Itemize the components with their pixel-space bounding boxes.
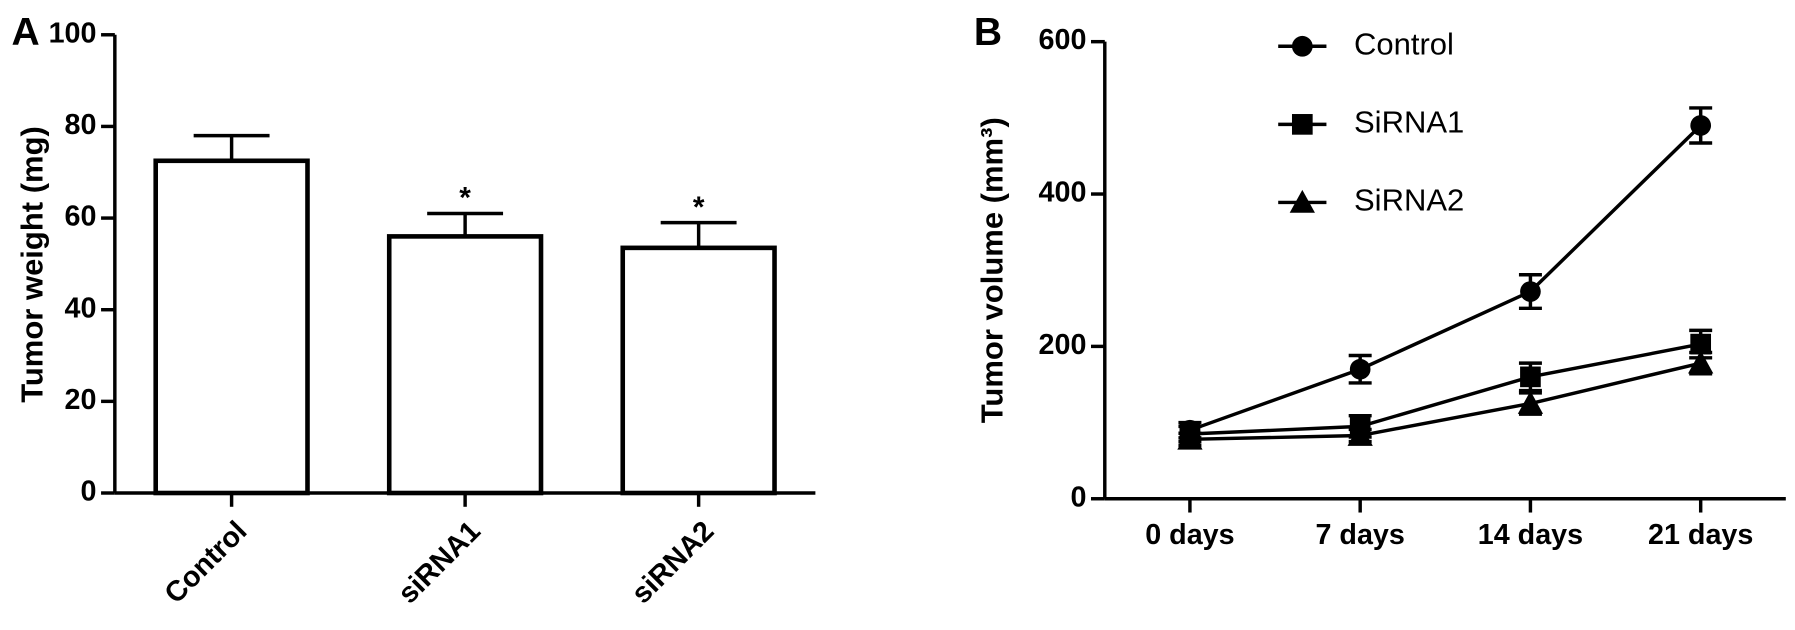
marker bbox=[1347, 422, 1373, 446]
marker bbox=[1690, 115, 1712, 136]
y-tick-label: 0 bbox=[1070, 481, 1086, 513]
marker bbox=[1177, 426, 1203, 450]
y-tick-label: 400 bbox=[1039, 177, 1087, 209]
y-tick-label: 60 bbox=[65, 201, 97, 233]
y-tick-label: 100 bbox=[49, 17, 97, 49]
annotation: * bbox=[693, 191, 705, 224]
marker bbox=[1690, 333, 1712, 355]
bar bbox=[620, 245, 777, 496]
marker bbox=[1520, 366, 1541, 388]
panel-label: B bbox=[974, 11, 1002, 54]
marker bbox=[1291, 114, 1313, 135]
x-tick-label: 7 days bbox=[1315, 519, 1404, 551]
marker bbox=[1688, 350, 1714, 374]
x-tick-label: Control bbox=[159, 515, 254, 610]
bar bbox=[153, 158, 310, 496]
y-tick-label: 20 bbox=[65, 384, 97, 416]
y-tick-label: 80 bbox=[65, 109, 97, 141]
legend-label: Control bbox=[1354, 26, 1454, 61]
series-line bbox=[1189, 124, 1702, 432]
error-bar bbox=[660, 220, 737, 248]
y-tick-label: 0 bbox=[80, 476, 96, 508]
x-tick-label: 0 days bbox=[1145, 519, 1234, 551]
marker bbox=[1520, 281, 1541, 302]
series-line bbox=[1189, 361, 1702, 442]
marker bbox=[1291, 35, 1313, 57]
marker bbox=[1349, 358, 1371, 380]
error-bar bbox=[193, 133, 270, 161]
panel-label: A bbox=[11, 11, 39, 54]
y-tick-label: 40 bbox=[65, 292, 97, 324]
y-axis-label: Tumor weight (mg) bbox=[15, 126, 50, 403]
annotation: * bbox=[459, 182, 471, 215]
y-tick-label: 200 bbox=[1039, 329, 1087, 361]
x-tick-label: 21 days bbox=[1648, 519, 1753, 551]
y-axis-label: Tumor volume (mm³) bbox=[975, 117, 1010, 423]
marker bbox=[1289, 189, 1315, 213]
legend-label: SiRNA2 bbox=[1354, 183, 1464, 218]
marker bbox=[1517, 390, 1544, 414]
legend-label: SiRNA1 bbox=[1354, 105, 1464, 140]
series-line bbox=[1189, 342, 1702, 436]
error-bar bbox=[427, 211, 504, 237]
x-tick-label: siRNA1 bbox=[392, 515, 487, 610]
y-tick-label: 600 bbox=[1039, 24, 1087, 56]
x-tick-label: 14 days bbox=[1478, 519, 1583, 551]
bar bbox=[386, 234, 544, 496]
x-tick-label: siRNA2 bbox=[626, 515, 721, 610]
